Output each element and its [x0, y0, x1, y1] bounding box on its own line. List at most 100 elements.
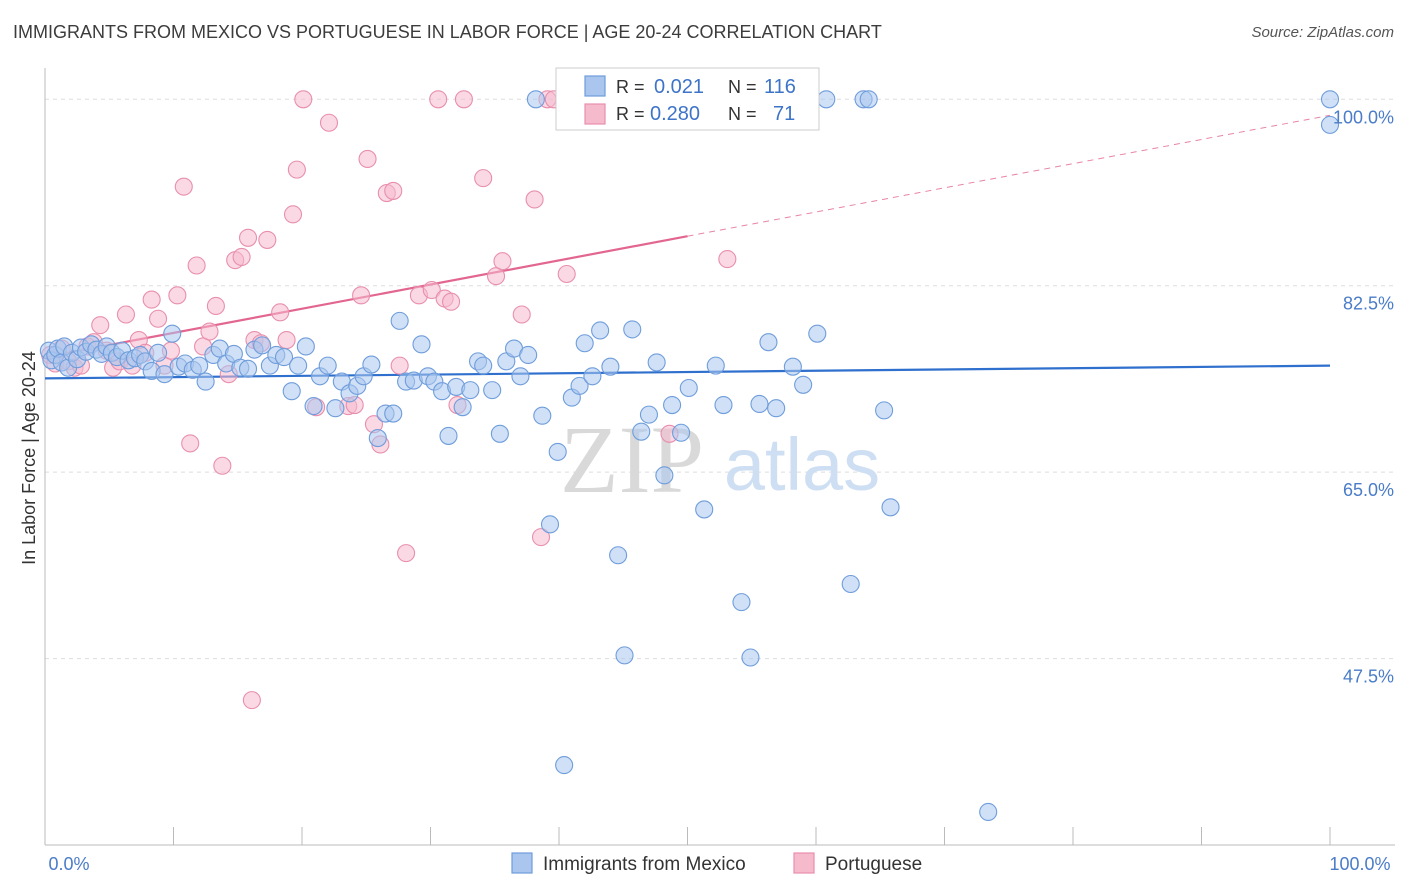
portuguese-point-50: [390, 356, 409, 375]
mexico-point-98: [695, 500, 714, 519]
mexico-point-116: [881, 498, 900, 517]
mexico-point-91: [639, 405, 659, 424]
portuguese-point-30: [232, 247, 251, 267]
mexico-point-90: [632, 422, 651, 441]
portuguese-point-51: [397, 544, 416, 563]
legend-n-label-mexico: N =: [728, 77, 757, 97]
mexico-point-93: [655, 466, 674, 485]
mexico-point-79: [548, 442, 567, 461]
mexico-point-102: [732, 593, 751, 612]
legend-n-value-portuguese: 71: [773, 103, 795, 125]
y-tick-label-0: 47.5%: [1343, 667, 1394, 687]
mexico-point-80: [555, 756, 574, 775]
portuguese-point-41: [319, 113, 339, 132]
mexico-point-118: [1320, 90, 1340, 109]
mexico-point-67: [461, 381, 480, 400]
mexico-point-47: [318, 356, 337, 375]
y-tick-label-2: 82.5%: [1343, 294, 1394, 314]
mexico-point-30: [196, 372, 215, 391]
mexico-point-48: [326, 399, 345, 418]
mexico-point-43: [289, 356, 308, 375]
trend-lines: [44, 114, 1331, 380]
mexico-point-86: [601, 357, 620, 376]
x-tick-label-end: 100.0%: [1329, 854, 1390, 874]
mexico-point-96: [679, 378, 698, 398]
mexico-point-117: [979, 802, 998, 822]
mexico-point-42: [282, 382, 301, 401]
mexico-point-76: [526, 90, 545, 109]
portuguese-point-60: [486, 267, 506, 286]
mexico-trend-line: [44, 364, 1331, 380]
mexico-point-64: [439, 426, 458, 445]
mexico-point-108: [783, 357, 802, 376]
portuguese-points: [41, 90, 737, 710]
portuguese-point-56: [442, 292, 461, 311]
mexico-point-29: [190, 356, 209, 375]
watermark: ZIP atlas: [560, 406, 880, 513]
portuguese-point-35: [271, 303, 290, 322]
portuguese-point-21: [174, 177, 193, 196]
portuguese-point-25: [200, 322, 219, 341]
mexico-point-77: [533, 406, 552, 425]
mexico-point-75: [519, 345, 538, 365]
legend-r-label-mexico: R =: [616, 77, 645, 97]
mexico-point-66: [453, 398, 472, 417]
mexico-point-71: [490, 424, 509, 443]
legend-n-label-portuguese: N =: [728, 104, 757, 124]
mexico-point-70: [483, 381, 502, 400]
portuguese-point-37: [283, 205, 303, 224]
portuguese-point-59: [474, 169, 493, 188]
bottom-legend-swatch-portuguese: [793, 852, 815, 874]
portuguese-point-49: [384, 181, 403, 200]
legend-r-label-portuguese: R =: [616, 104, 645, 124]
axes: [44, 68, 1395, 846]
mexico-point-45: [304, 397, 323, 416]
bottom-legend-label-portuguese: Portuguese: [825, 854, 922, 875]
mexico-point-92: [647, 353, 666, 372]
portuguese-point-67: [557, 264, 576, 284]
mexico-point-83: [575, 334, 594, 353]
portuguese-point-22: [181, 434, 200, 453]
portuguese-point-63: [525, 190, 544, 209]
portuguese-point-53: [422, 280, 441, 300]
portuguese-point-45: [358, 149, 377, 169]
mexico-point-84: [583, 367, 602, 386]
mexico-point-69: [474, 356, 493, 375]
legend-swatch-mexico: [584, 75, 606, 97]
portuguese-point-23: [187, 256, 206, 275]
mexico-point-25: [163, 324, 182, 343]
mexico-point-100: [714, 395, 733, 415]
mexico-point-38: [253, 336, 272, 355]
bottom-legend-label-mexico: Immigrants from Mexico: [543, 854, 746, 875]
mexico-point-82: [570, 376, 589, 395]
mexico-point-105: [759, 333, 778, 352]
bottom-legend-swatch-mexico: [511, 852, 533, 874]
portuguese-point-16: [142, 290, 161, 309]
mexico-point-115: [875, 401, 894, 420]
series-legend: Immigrants from Mexico Portuguese: [511, 852, 922, 875]
portuguese-point-64: [531, 528, 551, 547]
portuguese-point-26: [206, 296, 225, 316]
watermark-atlas: atlas: [724, 423, 880, 506]
mexico-point-111: [817, 90, 836, 109]
portuguese-point-62: [512, 305, 531, 324]
mexico-point-60: [412, 335, 431, 354]
x-tick-labels: 0.0% 100.0%: [48, 854, 1390, 874]
portuguese-point-61: [493, 252, 512, 271]
mexico-point-104: [750, 394, 769, 414]
portuguese-point-20: [168, 286, 187, 305]
source-credit: Source: ZipAtlas.com: [1251, 24, 1394, 41]
mexico-point-53: [362, 355, 381, 374]
mexico-point-44: [296, 337, 315, 356]
portuguese-point-34: [258, 230, 277, 249]
legend-r-value-portuguese: 0.280: [650, 103, 700, 125]
mexico-point-41: [274, 348, 294, 367]
mexico-point-94: [663, 395, 682, 415]
watermark-zip: ZIP: [560, 406, 704, 513]
y-axis-label: In Labor Force | Age 20-24: [19, 351, 39, 565]
portuguese-trend-extension: [687, 114, 1331, 237]
portuguese-point-69: [718, 250, 737, 269]
portuguese-point-8: [91, 316, 110, 335]
legend-swatch-portuguese: [584, 103, 606, 125]
